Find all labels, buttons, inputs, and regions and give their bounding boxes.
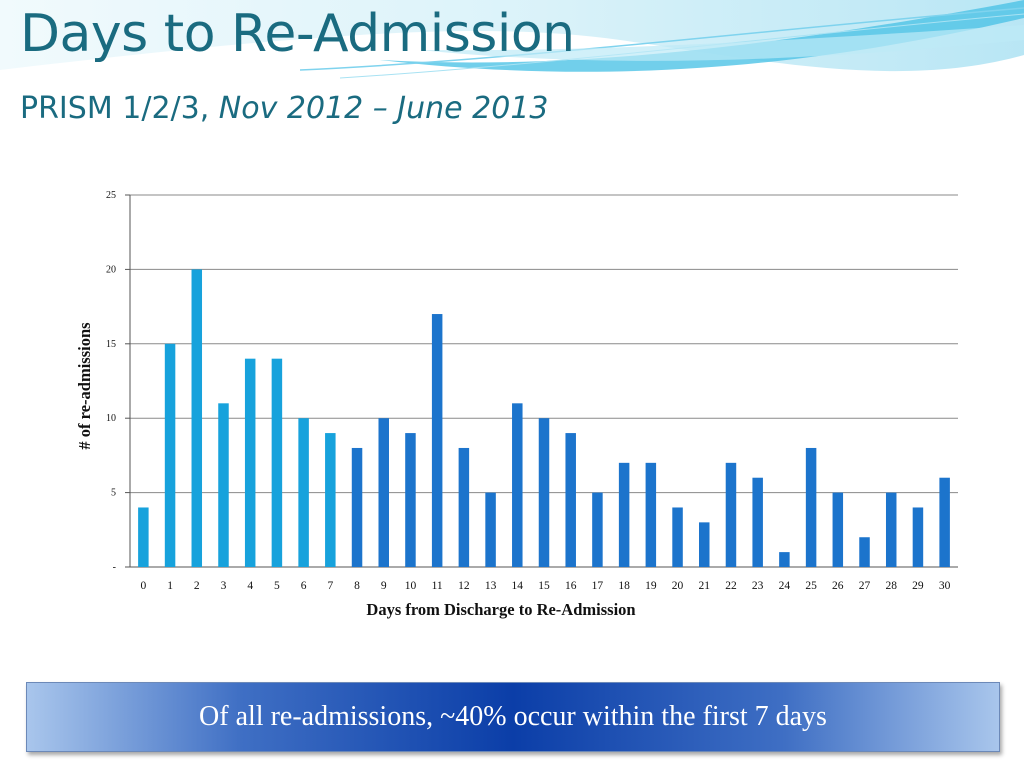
bar [805, 447, 817, 567]
x-tick-label: 18 [618, 580, 630, 592]
bar [645, 462, 657, 567]
y-tick-label: 15 [106, 339, 116, 350]
x-tick-label: 10 [405, 580, 417, 592]
y-tick-label: 10 [106, 413, 116, 424]
bar [592, 492, 603, 567]
bar [885, 492, 897, 567]
slide-subtitle: PRISM 1/2/3, Nov 2012 – June 2013 [20, 94, 549, 124]
x-tick-label: 12 [458, 580, 470, 592]
x-tick-label: 16 [565, 580, 577, 592]
header-wave-decoration [0, 0, 1024, 79]
x-tick-label: 20 [672, 580, 684, 592]
bar [699, 522, 710, 567]
x-tick-label: 7 [327, 580, 333, 592]
x-tick-label: 4 [247, 580, 253, 592]
bar [832, 492, 844, 567]
x-tick-label: 24 [779, 580, 791, 592]
bar [752, 477, 763, 567]
bar [672, 507, 683, 567]
bar [378, 418, 389, 567]
bar [779, 552, 790, 567]
x-tick-label: 8 [354, 580, 360, 592]
y-axis-title: # of re-admissions [75, 322, 94, 450]
x-tick-label: 27 [859, 580, 871, 592]
bar [939, 477, 950, 567]
bar [298, 418, 309, 567]
bar [485, 492, 496, 567]
bar [191, 269, 203, 567]
bar [405, 433, 416, 567]
x-tick-label: 1 [167, 580, 173, 592]
subtitle-program: PRISM 1/2/3, [20, 91, 219, 126]
x-tick-label: 11 [432, 580, 443, 592]
x-tick-label: 17 [592, 580, 604, 592]
bar [912, 507, 924, 567]
x-tick-label: 21 [699, 580, 711, 592]
bar [565, 433, 576, 567]
bar [431, 314, 443, 567]
y-tick-label: - [113, 562, 116, 573]
x-tick-label: 2 [194, 580, 200, 592]
bar [458, 447, 470, 567]
slide-title: Days to Re-Admission [20, 4, 575, 64]
chart-background [52, 182, 972, 640]
x-tick-label: 14 [512, 580, 524, 592]
x-tick-label: 0 [140, 580, 146, 592]
x-tick-label: 9 [381, 580, 387, 592]
y-tick-label: 25 [106, 190, 116, 201]
bar [164, 343, 176, 567]
subtitle-date-range: Nov 2012 – June 2013 [218, 91, 549, 126]
bar [138, 507, 149, 567]
bar [725, 462, 737, 567]
x-tick-label: 13 [485, 580, 497, 592]
bar [618, 462, 630, 567]
bar [512, 403, 523, 567]
bar [859, 537, 870, 567]
x-tick-label: 15 [538, 580, 550, 592]
bar [538, 418, 550, 567]
x-tick-label: 26 [832, 580, 844, 592]
callout-text: Of all re-admissions, ~40% occur within … [199, 701, 827, 732]
x-tick-label: 29 [912, 580, 924, 592]
bar [351, 447, 363, 567]
x-axis-title: Days from Discharge to Re-Admission [366, 600, 635, 619]
x-tick-label: 30 [939, 580, 951, 592]
bar [218, 403, 229, 567]
y-tick-label: 20 [106, 264, 116, 275]
x-tick-label: 5 [274, 580, 280, 592]
bar [244, 358, 256, 567]
bar [271, 358, 283, 567]
x-tick-label: 25 [805, 580, 817, 592]
bar [325, 433, 336, 567]
x-tick-label: 28 [885, 580, 897, 592]
y-tick-label: 5 [111, 488, 116, 499]
x-tick-label: 3 [221, 580, 227, 592]
x-tick-label: 19 [645, 580, 657, 592]
x-tick-label: 23 [752, 580, 764, 592]
x-tick-label: 22 [725, 580, 737, 592]
callout-box: Of all re-admissions, ~40% occur within … [26, 682, 1000, 752]
x-tick-label: 6 [301, 580, 307, 592]
